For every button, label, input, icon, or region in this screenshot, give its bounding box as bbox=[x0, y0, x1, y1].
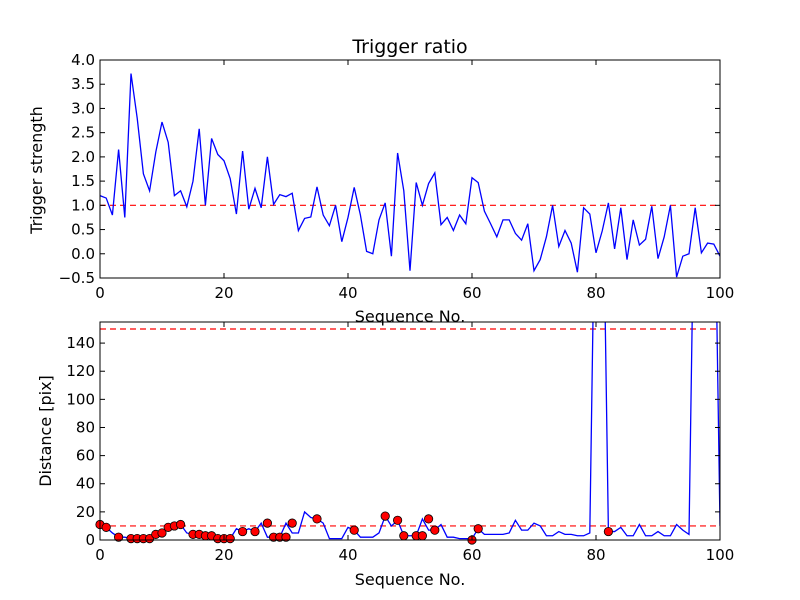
trigger-ratio-chart: Trigger ratio 0 20 40 60 80 100 −0.5 0.0 0.5 1.0 1… bbox=[27, 36, 734, 326]
data-point-marker bbox=[176, 519, 186, 530]
x-tick-label: 100 bbox=[706, 284, 735, 302]
y-tick-label: 0.0 bbox=[71, 245, 95, 263]
y-axis-label: Trigger strength bbox=[27, 106, 46, 235]
data-point-marker bbox=[287, 518, 297, 528]
distance-chart: 0 20 40 60 80 100 0 20 40 60 80 100 120 140 Sequence … bbox=[36, 321, 735, 589]
y-tick-label: 140 bbox=[66, 334, 95, 352]
y-tick-label: 4.0 bbox=[71, 51, 95, 69]
x-tick-label: 80 bbox=[586, 546, 605, 564]
y-tick-label: 1.0 bbox=[71, 196, 95, 214]
x-tick-label: 60 bbox=[462, 546, 481, 564]
y-tick-label: 100 bbox=[66, 390, 95, 408]
y-tick-label: 0 bbox=[85, 531, 95, 549]
y-tick-label: 1.5 bbox=[71, 172, 95, 190]
y-axis-label: Distance [pix] bbox=[36, 375, 55, 487]
x-tick-label: 40 bbox=[338, 546, 357, 564]
y-tick-label: 20 bbox=[76, 503, 95, 521]
x-tick-label: 100 bbox=[706, 546, 735, 564]
y-tick-label: 2.0 bbox=[71, 148, 95, 166]
chart-title: Trigger ratio bbox=[351, 36, 467, 58]
plot-content bbox=[100, 73, 720, 278]
data-point-marker bbox=[423, 514, 434, 524]
y-tick-label: 2.5 bbox=[71, 124, 95, 142]
data-point-marker bbox=[380, 511, 390, 521]
y-tick-label: 3.0 bbox=[71, 99, 95, 117]
data-point-marker bbox=[238, 526, 248, 537]
data-point-marker bbox=[312, 514, 322, 524]
data-point-marker bbox=[417, 531, 427, 541]
y-tick-label: 80 bbox=[76, 418, 95, 436]
data-point-marker bbox=[399, 531, 409, 541]
y-tick-label: 120 bbox=[66, 362, 95, 380]
axes-frame bbox=[99, 321, 721, 541]
data-point-marker bbox=[262, 518, 272, 528]
x-tick-label: 0 bbox=[95, 546, 105, 564]
axes-frame bbox=[99, 59, 721, 279]
data-point-marker bbox=[157, 528, 167, 538]
x-axis-label: Sequence No. bbox=[355, 570, 466, 589]
data-point-marker bbox=[145, 533, 155, 544]
y-tick-label: 0.5 bbox=[71, 221, 95, 239]
x-tick-label: 60 bbox=[462, 284, 481, 302]
data-point-marker bbox=[349, 525, 359, 535]
x-tick-label: 40 bbox=[338, 284, 357, 302]
data-point-marker bbox=[392, 515, 403, 525]
data-point-marker bbox=[603, 526, 614, 537]
x-tick-label: 0 bbox=[95, 284, 105, 302]
data-point-marker bbox=[250, 526, 260, 537]
plot-area: 0 20 40 60 80 100 0 20 40 60 80 100 120 140 bbox=[66, 321, 735, 564]
y-tick-label: −0.5 bbox=[59, 269, 95, 287]
plot-area: 0 20 40 60 80 100 −0.5 0.0 0.5 1.0 1.5 2.0 2.5 3.0 3.5… bbox=[59, 51, 735, 302]
data-point-marker bbox=[114, 532, 124, 542]
y-tick-label: 60 bbox=[76, 447, 95, 465]
series-line bbox=[100, 73, 720, 278]
data-point-marker bbox=[430, 525, 440, 535]
x-tick-label: 20 bbox=[214, 546, 233, 564]
data-point-marker bbox=[281, 532, 291, 542]
x-tick-label: 20 bbox=[214, 284, 233, 302]
y-tick-label: 40 bbox=[76, 475, 95, 493]
y-tick-label: 3.5 bbox=[71, 75, 95, 93]
x-axis-label: Sequence No. bbox=[355, 307, 466, 326]
x-tick-label: 80 bbox=[586, 284, 605, 302]
data-point-marker bbox=[473, 524, 483, 534]
data-point-marker bbox=[225, 533, 235, 544]
data-point-marker bbox=[101, 522, 111, 532]
